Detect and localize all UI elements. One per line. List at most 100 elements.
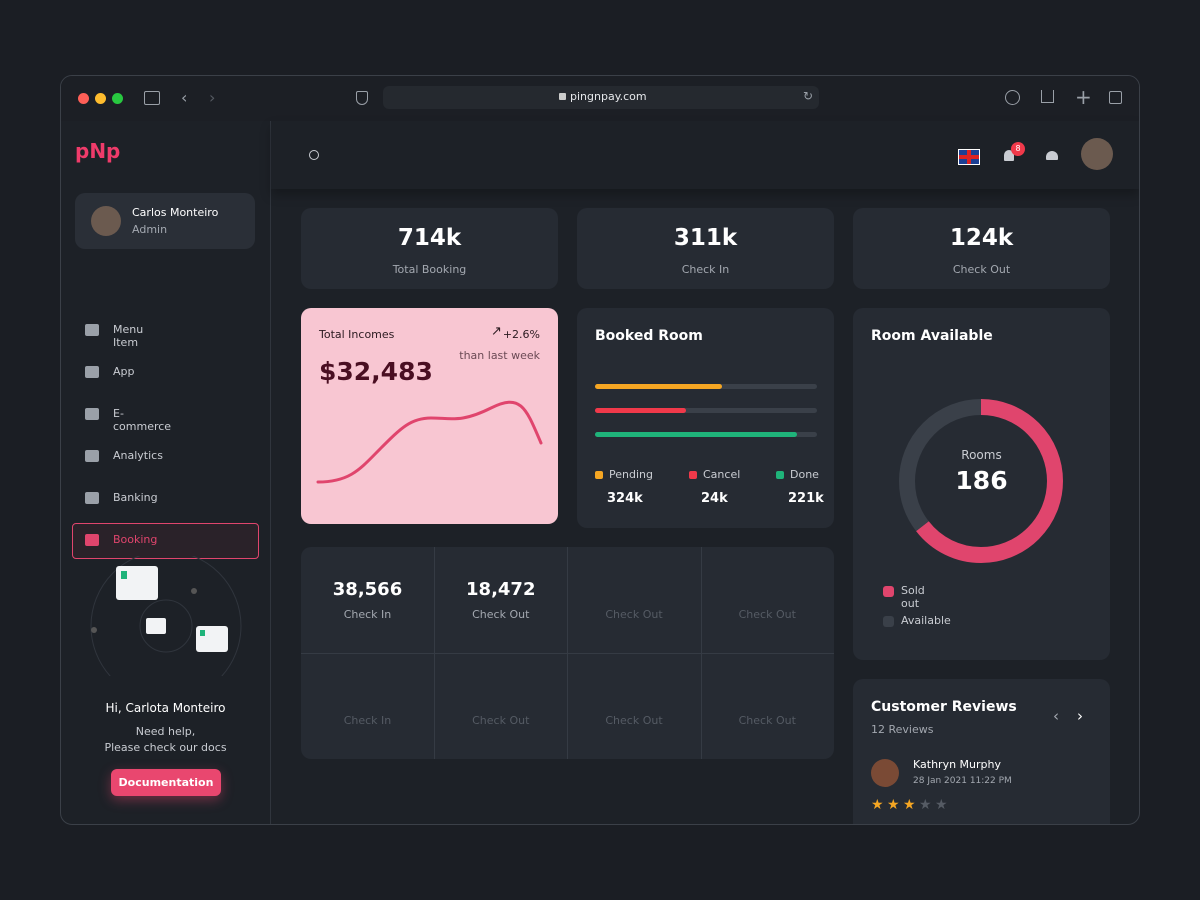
help-greeting: Hi, Carlota Monteiro: [105, 701, 226, 715]
sidebar: pNp Carlos Monteiro Admin Menu Item App E-…: [61, 121, 271, 824]
stat-value: 124k: [949, 225, 1014, 251]
close-button[interactable]: [78, 93, 89, 104]
minimize-button[interactable]: [95, 93, 106, 104]
star: ★: [903, 797, 916, 813]
url: pingnpay.com: [570, 90, 647, 103]
income-card: Total Incomes ↗ +2.6% than last week $32…: [301, 308, 558, 524]
room-available-title: Room Available: [871, 328, 993, 344]
grid-label: Check Out: [472, 608, 530, 621]
notifications-button[interactable]: [1004, 150, 1014, 161]
documentation-button[interactable]: Documentation: [111, 769, 221, 796]
download-button[interactable]: [1005, 90, 1020, 105]
menu-icon: [85, 534, 99, 546]
legend-label: Available: [901, 614, 951, 627]
user-card[interactable]: Carlos Monteiro Admin: [75, 193, 255, 249]
trend-icon: ↗: [491, 324, 502, 339]
legend-label: Cancel: [703, 468, 741, 481]
profile-avatar[interactable]: [1081, 138, 1113, 170]
help-illustration: [90, 556, 242, 676]
logo[interactable]: pNp: [75, 139, 121, 163]
legend-swatch: [883, 586, 894, 597]
progress-bar: [595, 384, 722, 389]
help-text: Please check our docs: [104, 741, 227, 754]
menu-item[interactable]: Booking: [113, 533, 158, 546]
reviews-count: 12 Reviews: [871, 723, 934, 736]
checkin-grid: 38,566 Check In 18,472 Check Out Check Out Ch…: [301, 547, 834, 759]
user-avatar: [91, 206, 121, 236]
menu-item[interactable]: Menu Item: [113, 323, 144, 349]
menu-icon: [85, 450, 99, 462]
legend-value: 24k: [701, 491, 728, 506]
next-button[interactable]: ›: [1077, 707, 1083, 725]
grid-label: Check Out: [472, 714, 530, 727]
sidebar-toggle[interactable]: [144, 91, 160, 105]
grid-cell: Check In: [301, 653, 435, 759]
progress-track: [595, 408, 817, 413]
grid-cell: Check Out: [568, 653, 702, 759]
grid-cell: 38,566 Check In: [301, 547, 435, 654]
contacts-button[interactable]: [1046, 151, 1058, 160]
back-button[interactable]: ‹: [181, 88, 188, 107]
menu-item[interactable]: Banking: [113, 491, 158, 504]
new-tab-button[interactable]: +: [1075, 85, 1092, 109]
star: ★: [871, 797, 884, 813]
income-title: Total Incomes: [319, 328, 395, 341]
prev-button[interactable]: ‹: [1053, 707, 1059, 725]
legend-swatch: [883, 616, 894, 627]
url-bar[interactable]: pingnpay.com ↻: [383, 86, 819, 109]
shield-icon: [356, 91, 368, 105]
progress-bar: [595, 408, 687, 413]
income-change: +2.6%: [502, 328, 540, 341]
toolbar: ‹ › pingnpay.com ↻ +: [61, 76, 1139, 121]
legend-swatch: [776, 471, 784, 479]
stat-label: Total Booking: [392, 263, 467, 276]
stat-card: 311k Check In: [577, 208, 834, 289]
stat-value: 714k: [397, 225, 462, 251]
language-flag[interactable]: [958, 149, 980, 165]
grid-label: Check Out: [605, 714, 663, 727]
share-button[interactable]: [1041, 90, 1054, 103]
menu-icon: [85, 324, 99, 336]
income-note: than last week: [459, 349, 540, 362]
menu-item[interactable]: App: [113, 365, 135, 378]
grid-label: Check Out: [605, 608, 663, 621]
menu-icon: [85, 408, 99, 420]
legend-label: Done: [790, 468, 819, 481]
tabs-button[interactable]: [1109, 91, 1122, 104]
grid-value: 38,566: [332, 579, 403, 600]
income-trend: [316, 400, 543, 484]
grid-label: Check In: [343, 608, 392, 621]
star: ★: [919, 797, 932, 813]
menu-item[interactable]: E-commerce: [113, 407, 172, 433]
search-button[interactable]: [309, 150, 319, 160]
grid-value: 18,472: [466, 579, 536, 600]
progress-bar: [595, 432, 798, 437]
grid-cell: 18,472 Check Out: [434, 547, 569, 654]
grid-cell: Check Out: [567, 547, 702, 654]
star: ★: [935, 797, 948, 813]
forward-button[interactable]: ›: [209, 88, 216, 107]
stat-label: Check Out: [952, 263, 1011, 276]
booked-room-title: Booked Room: [595, 328, 703, 344]
star: ★: [887, 797, 900, 813]
reviewer-name: Kathryn Murphy: [913, 758, 1001, 771]
legend-label: Pending: [609, 468, 653, 481]
grid-label: Check In: [343, 714, 392, 727]
booked-room-card: Booked Room Pending 324k Cancel 24k Done 221k: [577, 308, 834, 528]
user-name: Carlos Monteiro: [132, 206, 219, 219]
legend-label: Sold out: [901, 584, 925, 610]
notification-badge: 8: [1011, 142, 1025, 156]
browser-window: ‹ › pingnpay.com ↻ + pNp Carlos Monteiro…: [60, 75, 1140, 825]
reload-button[interactable]: ↻: [803, 89, 814, 103]
donut-segment: [899, 399, 1063, 563]
zoom-button[interactable]: [112, 93, 123, 104]
legend-swatch: [595, 471, 603, 479]
header: 8: [271, 121, 1139, 189]
income-amount: $32,483: [319, 357, 433, 386]
donut-chart: [899, 399, 1063, 563]
reviewer-avatar: [871, 759, 899, 787]
help-text: Need help,: [135, 725, 196, 738]
menu-item[interactable]: Analytics: [113, 449, 163, 462]
grid-cell: Check Out: [701, 653, 834, 759]
